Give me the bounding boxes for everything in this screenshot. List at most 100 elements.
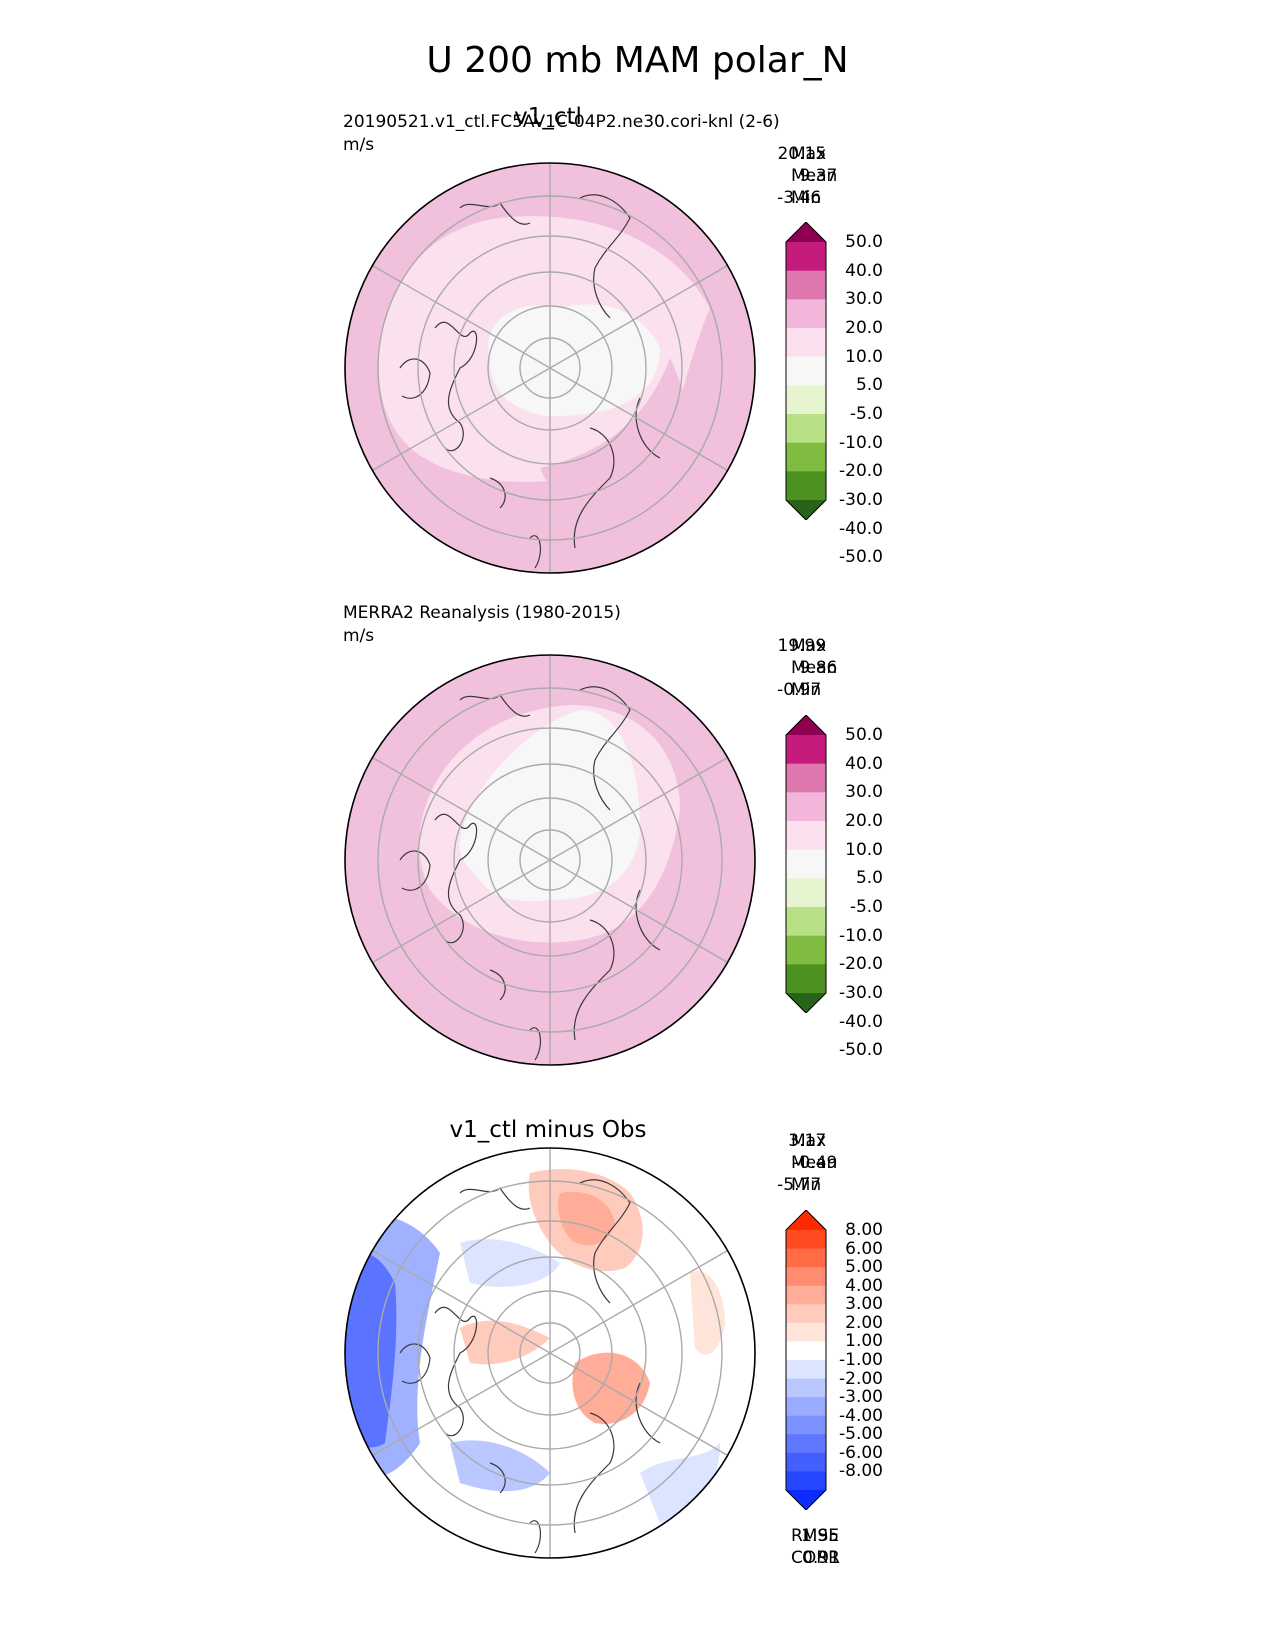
polar-map-diff [344,1147,756,1559]
colorbar-tick-label: 40.0 [845,753,883,774]
colorbar-tick-label: 40.0 [845,260,883,281]
stat-rmse-label: RMSE [791,1526,840,1546]
stat-max-value: 20.15 [777,144,827,164]
colorbar-tick-label: -50.0 [839,1040,883,1061]
colorbar-tick-label: -30.0 [839,490,883,510]
stat-max-label: Max [791,144,827,164]
colorbar-tick-label: -4.00 [839,1405,883,1426]
panel-diff-title: v1_ctl minus Obs [449,1117,647,1143]
stat-min-value: -5.77 [777,1175,822,1195]
colorbar-extend-max [786,222,826,242]
colorbar-tick-label: 4.00 [845,1275,883,1296]
colorbar-swatch [786,849,826,879]
colorbar-tick-label: 50.0 [845,725,883,745]
colorbar-tick-label: 10.0 [845,839,883,860]
colorbar-test: 50.0 40.0 30.0 20.0 10.0 5.0 -5.0 -10.0 -20.0 -30… [785,222,905,566]
graticule [367,163,733,573]
colorbar-swatch [786,1397,826,1417]
colorbar-extend-min [786,500,826,520]
colorbar-tick-label: 30.0 [845,289,883,310]
colorbar-swatches [785,715,827,1013]
stat-corr-value: 0.91 [802,1548,840,1568]
colorbar-swatch [786,471,826,501]
panel-test-units: m/s [343,135,375,155]
stat-min-label: Min [791,1175,822,1195]
colorbar-diff: 8.00 6.00 5.00 4.00 3.00 2.00 1.00 -1.00 -2.00 -3… [785,1210,905,1510]
colorbar-swatch [786,935,826,965]
stat-max-value: 3.17 [788,1131,827,1151]
colorbar-swatch [786,385,826,415]
colorbar-swatch [786,1267,826,1287]
colorbar-swatch [786,1285,826,1305]
stat-min-label: Min [791,188,822,208]
colorbar-tick-label: 3.00 [845,1294,883,1315]
colorbar-tick-label: -20.0 [839,461,883,482]
colorbar-tick-label: -1.00 [839,1350,883,1370]
colorbar-swatch [786,1360,826,1380]
colorbar-tick-label: 2.00 [845,1312,883,1333]
stat-max-label: Max [791,636,827,656]
colorbar-swatch [786,414,826,444]
colorbar-swatch [786,1341,826,1361]
colorbar-tick-label: 50.0 [845,232,883,252]
colorbar-swatch [786,907,826,937]
stat-mean-value: 9.37 [799,166,838,186]
colorbar-tick-label: -30.0 [839,983,883,1003]
colorbar-swatch [786,270,826,300]
stat-mean-label: Mean [791,166,838,186]
stat-mean-label: Mean [791,658,838,678]
colorbar-tick-label: -10.0 [839,432,883,453]
colorbar-tick-label: 5.0 [855,375,883,396]
stat-min-label: Min [791,680,822,700]
colorbar-extend-max [786,1210,826,1230]
map-fill-pink [540,358,688,526]
colorbar-swatch [786,1378,826,1398]
colorbar-swatch [786,1230,826,1250]
colorbar-tick-label: -40.0 [839,518,883,539]
colorbar-tick-label: 20.0 [845,318,883,338]
colorbar-tick-label: 30.0 [845,782,883,803]
panel-test-run-label: 20190521.v1_ctl.FC5AV1C-04P2.ne30.cori-k… [343,112,780,132]
colorbar-tick-label: -20.0 [839,954,883,975]
colorbar-tick-label: -10.0 [839,925,883,946]
stat-mean-value: 9.86 [799,658,838,678]
stat-max-value: 19.99 [777,636,827,656]
colorbar-tick-label: -50.0 [839,547,883,568]
colorbar-swatches [785,222,827,520]
colorbar-swatch [786,878,826,908]
colorbar-swatch [786,1434,826,1454]
colorbar-swatch [786,242,826,272]
stat-corr-label: CORR [791,1548,840,1568]
colorbar-tick-label: -3.00 [839,1387,883,1408]
stat-mean-label: Mean [791,1153,838,1173]
colorbar-tick-label: 8.00 [845,1220,883,1240]
colorbar-tick-label: -2.00 [839,1368,883,1389]
colorbar-tick-label: -5.00 [839,1424,883,1445]
colorbar-tick-label: 5.00 [845,1257,883,1278]
stat-rmse-value: 1.95 [801,1526,840,1546]
colorbar-swatch [786,1415,826,1435]
stat-min-value: -0.97 [777,680,822,700]
colorbar-swatch [786,1322,826,1342]
colorbar-swatch [786,735,826,765]
colorbar-outline [785,715,827,1013]
colorbar-swatch [786,964,826,994]
colorbar-swatch [786,792,826,822]
colorbar-tick-label: -5.0 [849,404,883,424]
colorbar-extend-min [786,993,826,1013]
colorbar-swatch [786,1248,826,1268]
colorbar-swatch [786,1471,826,1491]
polar-map-ref [344,654,756,1066]
panel-test-title: v1_ctl [514,104,582,130]
colorbar-swatch [786,299,826,329]
colorbar-outline [785,1210,827,1510]
coastlines [399,194,661,569]
colorbar-tick-label: -8.00 [839,1461,883,1482]
colorbar-swatch [786,1304,826,1324]
stat-min-value: -3.46 [777,188,822,208]
colorbar-swatch [786,763,826,793]
colorbar-swatch [786,442,826,472]
polar-map-test [344,162,756,574]
colorbar-swatch [786,356,826,386]
panel-ref-units: m/s [343,626,375,646]
